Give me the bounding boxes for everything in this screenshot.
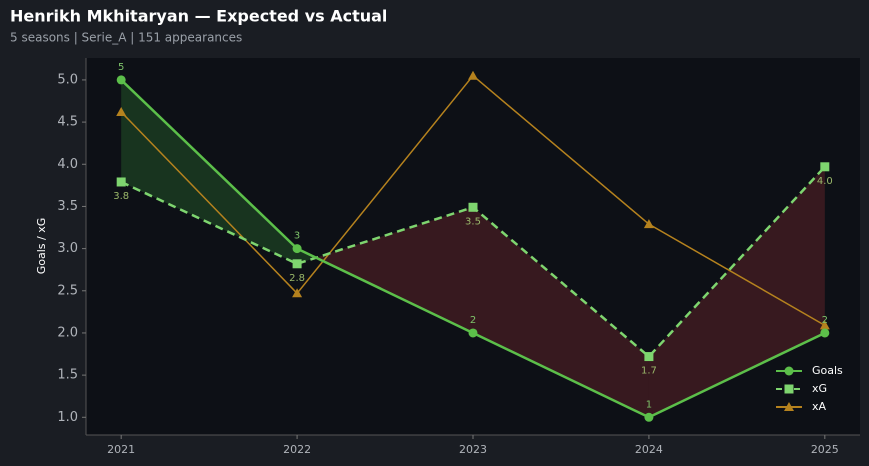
data-label: 3	[294, 231, 300, 242]
legend-label: xG	[812, 382, 827, 395]
difference-area	[648, 166, 825, 418]
legend-label: Goals	[812, 364, 843, 377]
difference-area	[316, 207, 473, 333]
point	[468, 328, 478, 338]
plot-area	[86, 58, 860, 435]
point	[292, 288, 303, 298]
chart-title: Henrikh Mkhitaryan — Expected vs Actual	[10, 7, 387, 26]
y-tick-label: 2.5	[57, 283, 78, 298]
point	[820, 328, 830, 338]
data-label: 4.0	[817, 176, 833, 187]
data-label: 3.8	[113, 191, 129, 202]
difference-area	[121, 79, 298, 264]
y-tick-label: 3.0	[57, 241, 78, 256]
difference-area	[297, 248, 317, 264]
point	[819, 320, 830, 330]
x-tick-label: 2022	[283, 443, 311, 456]
y-axis-label: Goals / xG	[35, 218, 48, 275]
point	[116, 106, 127, 116]
y-tick-label: 3.5	[57, 199, 78, 214]
point	[644, 352, 654, 362]
y-tick-label: 1.0	[57, 410, 78, 425]
y-tick-label: 2.0	[57, 325, 78, 340]
point	[116, 75, 126, 85]
difference-area	[473, 207, 649, 418]
x-tick-label: 2025	[811, 443, 839, 456]
y-tick-label: 4.5	[57, 115, 78, 130]
x-tick-label: 2023	[459, 443, 487, 456]
x-tick-label: 2024	[635, 443, 663, 456]
point	[820, 162, 830, 172]
point	[644, 412, 654, 422]
y-tick-label: 4.0	[57, 157, 78, 172]
legend-marker	[784, 366, 794, 376]
data-label: 1	[646, 399, 652, 410]
data-label: 2	[470, 315, 476, 326]
y-tick-label: 1.5	[57, 368, 78, 383]
point	[468, 202, 478, 212]
point	[468, 70, 478, 80]
legend-marker	[784, 402, 794, 411]
legend-marker	[784, 384, 794, 394]
data-label: 5	[118, 62, 124, 73]
point	[292, 244, 302, 254]
data-label: 1.7	[641, 366, 657, 377]
point	[643, 219, 654, 229]
chart-subtitle: 5 seasons | Serie_A | 151 appearances	[10, 31, 242, 45]
data-label: 2.8	[289, 273, 305, 284]
legend-label: xA	[812, 400, 827, 413]
point	[292, 259, 302, 269]
data-label: 2	[822, 315, 828, 326]
point	[116, 177, 126, 187]
y-tick-label: 5.0	[57, 72, 78, 87]
data-label: 3.5	[465, 216, 481, 227]
x-tick-label: 2021	[107, 443, 135, 456]
